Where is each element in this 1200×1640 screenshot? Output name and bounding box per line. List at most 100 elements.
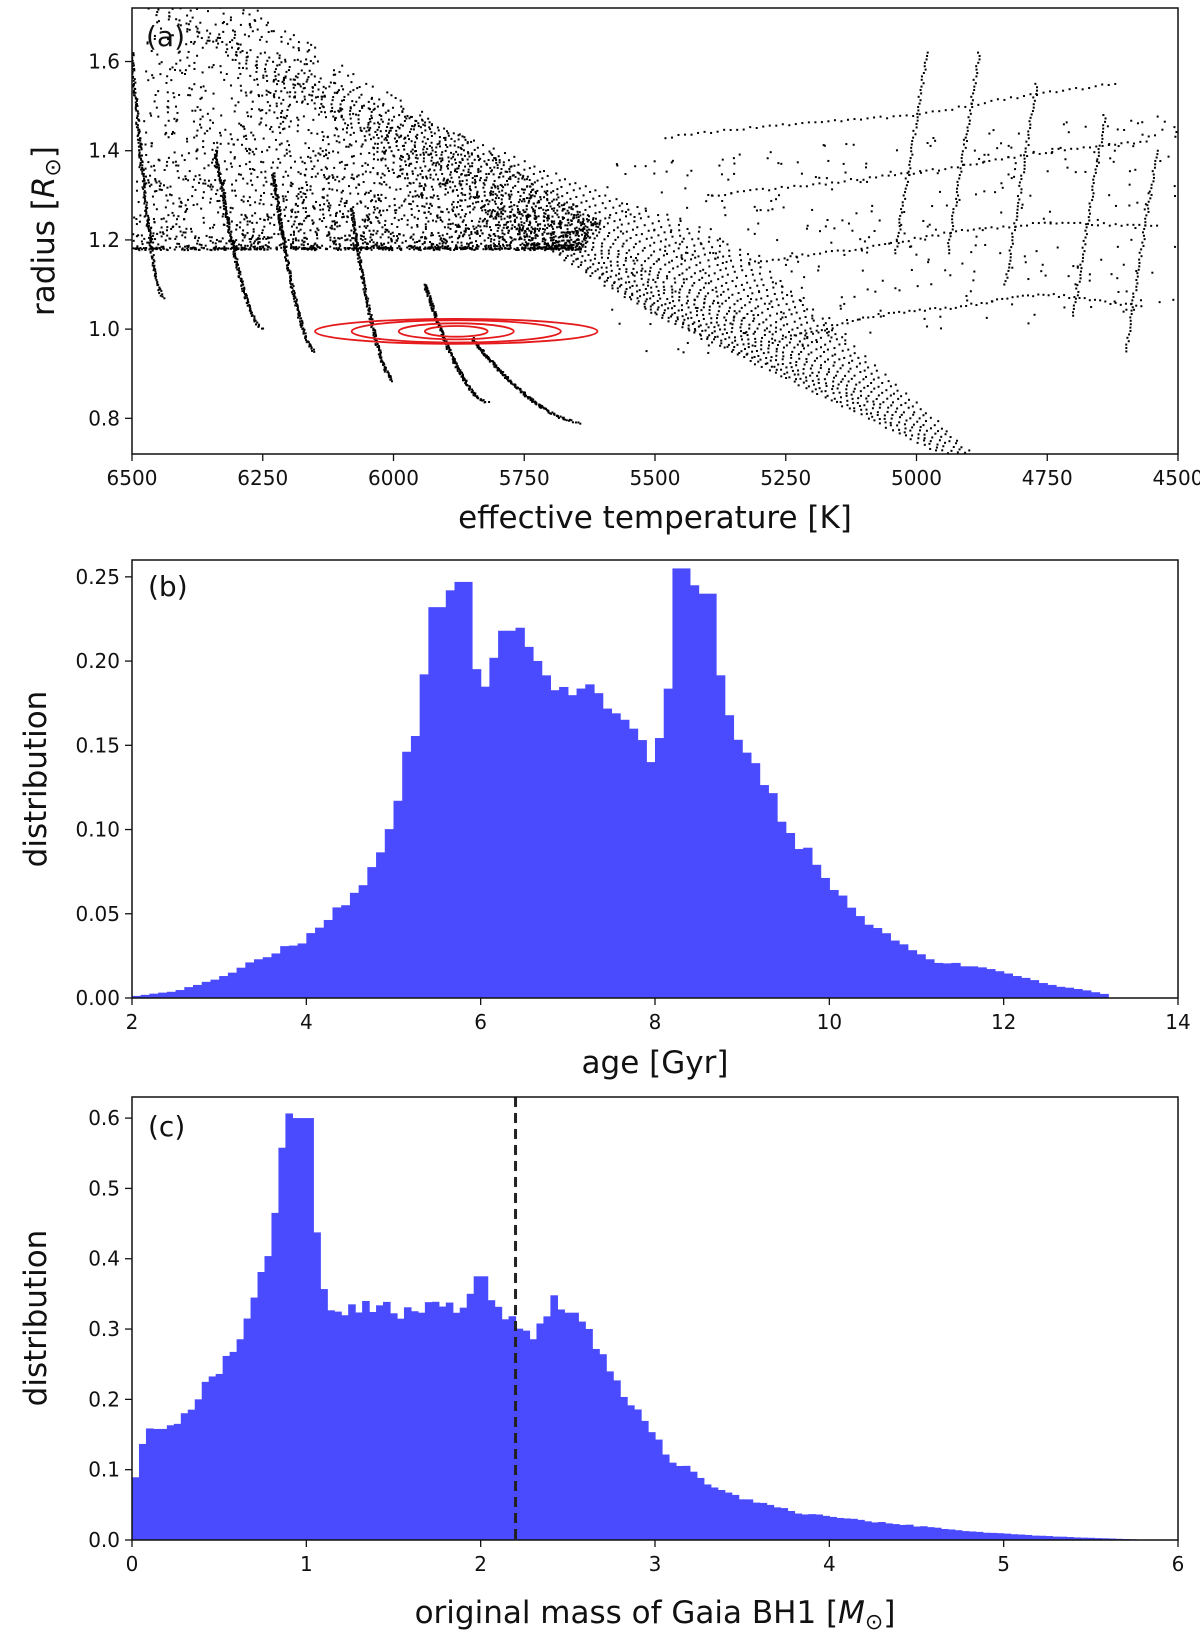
scatter-point [643, 260, 646, 263]
scatter-point [202, 140, 205, 143]
scatter-point [218, 240, 221, 243]
scatter-point [296, 308, 299, 311]
scatter-point [332, 240, 335, 243]
scatter-point [382, 363, 385, 366]
scatter-point [376, 171, 379, 174]
scatter-point [200, 246, 203, 249]
scatter-point [863, 369, 866, 372]
scatter-point [496, 366, 499, 369]
scatter-point [333, 134, 336, 137]
scatter-point [461, 135, 464, 138]
scatter-point [371, 96, 374, 99]
scatter-point [293, 220, 296, 223]
scatter-point [570, 248, 573, 251]
scatter-point [521, 242, 524, 245]
scatter-point [491, 198, 494, 201]
scatter-point [787, 330, 790, 333]
scatter-point [577, 421, 580, 424]
scatter-point [193, 83, 196, 86]
scatter-point [310, 248, 313, 251]
scatter-point [151, 262, 154, 265]
scatter-point [448, 347, 451, 350]
scatter-point [574, 182, 577, 185]
scatter-point [278, 228, 281, 231]
scatter-point [489, 190, 492, 193]
scatter-point [401, 241, 404, 244]
scatter-point [558, 202, 561, 205]
scatter-point [379, 353, 382, 356]
scatter-point [179, 59, 182, 62]
scatter-point [483, 179, 486, 182]
scatter-point [380, 135, 383, 138]
scatter-point [147, 224, 150, 227]
scatter-point [501, 189, 504, 192]
scatter-point [776, 312, 779, 315]
scatter-point [633, 262, 636, 265]
scatter-point [416, 174, 419, 177]
scatter-point [156, 11, 159, 14]
scatter-point [433, 316, 436, 319]
scatter-point [314, 154, 317, 157]
scatter-point [356, 175, 359, 178]
scatter-point [272, 94, 275, 97]
scatter-point [255, 248, 258, 251]
scatter-point [327, 182, 330, 185]
scatter-point [309, 188, 312, 191]
scatter-point [373, 208, 376, 211]
scatter-point [577, 219, 580, 222]
scatter-point [487, 244, 490, 247]
scatter-point [557, 216, 560, 219]
scatter-point [489, 240, 492, 243]
scatter-point [358, 225, 361, 228]
scatter-point [336, 189, 339, 192]
scatter-point [387, 118, 390, 121]
scatter-point [229, 238, 232, 241]
scatter-point [470, 219, 473, 222]
scatter-point [262, 161, 265, 164]
scatter-point [327, 143, 330, 146]
scatter-point [492, 190, 495, 193]
scatter-point [484, 209, 487, 212]
scatter-point [555, 246, 558, 249]
scatter-point [151, 74, 154, 77]
scatter-point [249, 204, 252, 207]
scatter-point [431, 246, 434, 249]
scatter-point [151, 246, 154, 249]
scatter-point [275, 248, 278, 251]
scatter-point [442, 237, 445, 240]
scatter-point [482, 182, 485, 185]
scatter-point [546, 243, 549, 246]
scatter-point [557, 236, 560, 239]
scatter-point [460, 173, 463, 176]
scatter-point [231, 183, 234, 186]
scatter-point [424, 165, 427, 168]
scatter-point [362, 288, 365, 291]
scatter-point [144, 175, 147, 178]
scatter-point [218, 166, 221, 169]
scatter-point [175, 164, 178, 167]
scatter-point [249, 74, 252, 77]
scatter-point [216, 161, 219, 164]
scatter-point [409, 203, 412, 206]
scatter-point [465, 247, 468, 250]
scatter-point [476, 245, 479, 248]
scatter-point [573, 214, 576, 217]
scatter-point [456, 206, 459, 209]
scatter-point [528, 238, 531, 241]
scatter-point [369, 246, 372, 249]
scatter-point [781, 334, 784, 337]
scatter-point [468, 205, 471, 208]
scatter-point [135, 218, 138, 221]
scatter-point [223, 179, 226, 182]
scatter-point [539, 170, 542, 173]
scatter-point [335, 221, 338, 224]
scatter-point [245, 163, 248, 166]
scatter-point [360, 145, 363, 148]
scatter-point [388, 186, 391, 189]
scatter-point [137, 118, 140, 121]
scatter-point [471, 339, 474, 342]
scatter-point [474, 180, 477, 183]
scatter-point [531, 399, 534, 402]
scatter-point [365, 297, 368, 300]
scatter-point [352, 112, 355, 115]
